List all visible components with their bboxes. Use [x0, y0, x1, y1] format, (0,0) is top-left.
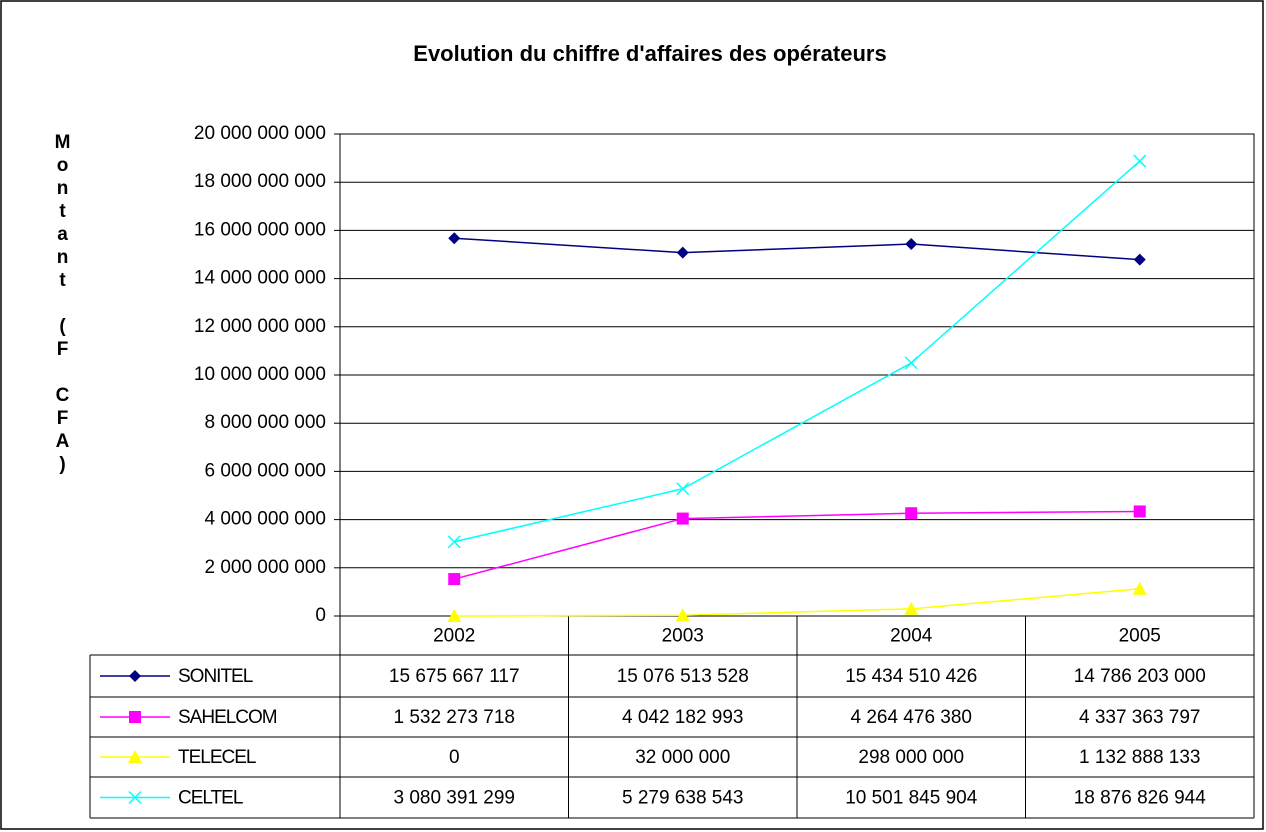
marker	[904, 356, 918, 370]
legend-label: SONITEL	[178, 666, 253, 687]
table-cell: 1 132 888 133	[1079, 747, 1201, 768]
x-tick-label: 2003	[662, 626, 704, 647]
series-line	[454, 237, 1140, 261]
x-tick-label: 2004	[890, 626, 933, 647]
marker	[676, 482, 690, 496]
marker	[448, 232, 461, 245]
legend-label: SAHELCOM	[178, 707, 277, 728]
marker	[676, 512, 689, 525]
y-tick-label: 16 000 000 000	[194, 219, 326, 240]
table-cell: 10 501 845 904	[845, 788, 978, 809]
marker	[1133, 154, 1147, 168]
y-tick-label: 14 000 000 000	[194, 268, 326, 289]
table-cell: 4 042 182 993	[622, 707, 744, 728]
marker	[447, 609, 462, 622]
y-tick-label: 0	[315, 605, 326, 626]
table-cell: 298 000 000	[858, 747, 964, 768]
marker	[676, 246, 689, 259]
y-tick-label: 2 000 000 000	[204, 557, 326, 578]
y-tick-label: 18 000 000 000	[194, 171, 326, 192]
marker	[447, 535, 461, 549]
y-tick-label: 6 000 000 000	[204, 460, 326, 481]
series-line	[454, 160, 1141, 543]
marker	[1132, 581, 1147, 595]
table-cell: 14 786 203 000	[1074, 666, 1206, 687]
chart-title: Evolution du chiffre d'affaires des opér…	[413, 41, 886, 66]
table-cell: 18 876 826 944	[1074, 788, 1207, 809]
y-tick-label: 20 000 000 000	[194, 123, 326, 144]
table-cell: 4 264 476 380	[850, 707, 972, 728]
y-axis-label: Montant (F CFA)	[52, 132, 73, 477]
table-cell: 5 279 638 543	[622, 788, 744, 809]
marker	[128, 790, 142, 805]
marker	[1133, 505, 1146, 518]
y-tick-label: 10 000 000 000	[194, 364, 326, 385]
table-cell: 32 000 000	[635, 747, 730, 768]
legend-label: CELTEL	[178, 788, 243, 809]
marker	[129, 711, 141, 723]
table-cell: 0	[449, 747, 460, 768]
table-cell: 15 434 510 426	[845, 666, 977, 687]
series-line	[454, 587, 1140, 617]
marker	[129, 670, 141, 682]
legend-label: TELECEL	[178, 747, 256, 768]
table-cell: 1 532 273 718	[393, 707, 515, 728]
x-tick-label: 2002	[433, 626, 475, 647]
table-cell: 4 337 363 797	[1079, 707, 1201, 728]
y-tick-label: 12 000 000 000	[194, 316, 326, 337]
marker	[448, 573, 461, 586]
marker	[905, 507, 918, 520]
y-tick-label: 8 000 000 000	[204, 412, 326, 433]
marker	[128, 750, 142, 763]
marker	[905, 238, 918, 251]
marker	[904, 601, 919, 615]
series-line	[454, 510, 1140, 580]
x-tick-label: 2005	[1119, 626, 1161, 647]
marker	[675, 608, 690, 622]
table-cell: 15 076 513 528	[617, 666, 749, 687]
table-cell: 15 675 667 117	[389, 666, 520, 687]
table-cell: 3 080 391 299	[393, 788, 515, 809]
y-tick-label: 4 000 000 000	[204, 509, 326, 530]
marker	[1133, 253, 1146, 266]
